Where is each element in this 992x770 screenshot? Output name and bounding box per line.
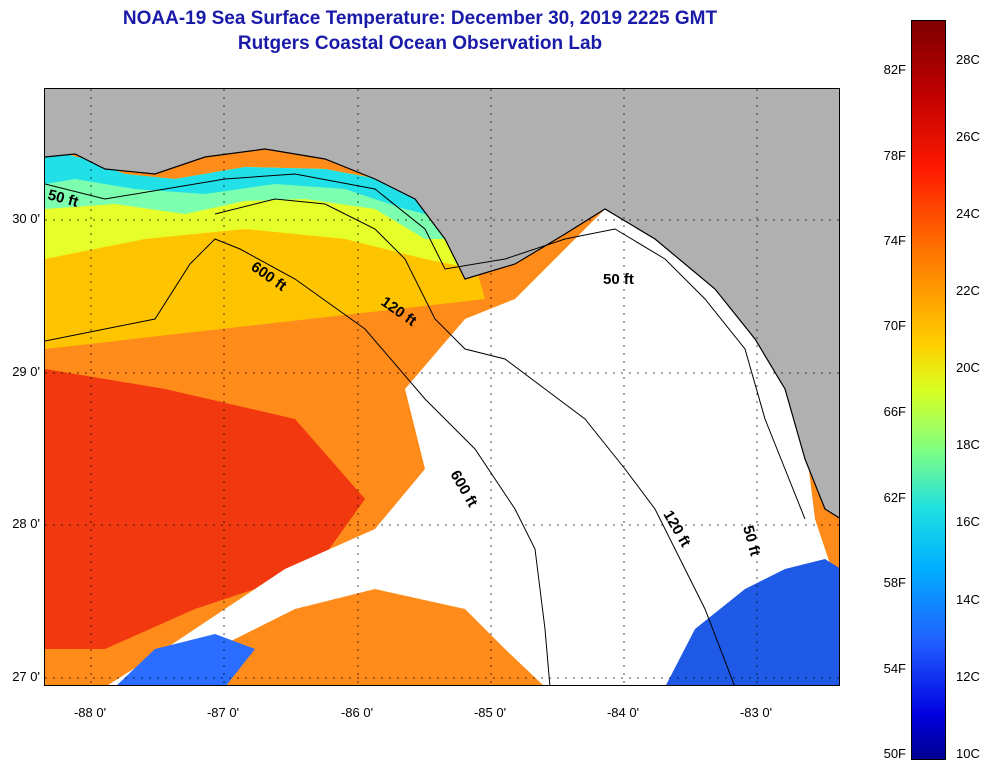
- isobath-120ft: [214, 198, 735, 685]
- colorbar-celsius-label: 26C: [956, 129, 980, 144]
- land-area: [45, 89, 839, 518]
- colorbar-celsius-label: 20C: [956, 360, 980, 375]
- coldest-shelf-water: [45, 149, 445, 219]
- coastline: [45, 148, 839, 519]
- longitude-label: -84 0': [606, 705, 640, 720]
- longitude-label: -86 0': [340, 705, 374, 720]
- longitude-label: -88 0': [73, 705, 107, 720]
- longitude-label: -87 0': [206, 705, 240, 720]
- isobath-label: 50 ft: [603, 271, 634, 288]
- colorbar-fahrenheit-label: 74F: [883, 233, 906, 248]
- sea-surface-temperature-map: 50 ft 600 ft 120 ft 50 ft 600 ft 120 ft …: [44, 88, 840, 686]
- colorbar-celsius-label: 14C: [956, 592, 980, 607]
- colorbar-celsius-label: 22C: [956, 283, 980, 298]
- cold-water-patch-west: [117, 634, 255, 685]
- cooler-shelf-water: [45, 149, 455, 239]
- colorbar-fahrenheit-label: 62F: [883, 490, 906, 505]
- colorbar-fahrenheit-label: 70F: [883, 318, 906, 333]
- cloud-cover: [108, 199, 839, 685]
- isobath-50ft: [45, 173, 806, 520]
- cold-water-patch: [666, 559, 839, 685]
- colorbar-fahrenheit-label: 82F: [883, 62, 906, 77]
- colorbar-celsius-label: 10C: [956, 746, 980, 761]
- colorbar-celsius-label: 18C: [956, 437, 980, 452]
- colorbar-celsius-label: 28C: [956, 52, 980, 67]
- colorbar-fahrenheit-label: 58F: [883, 575, 906, 590]
- temperature-colorbar: [911, 20, 946, 760]
- longitude-label: -83 0': [739, 705, 773, 720]
- latitude-label: 28 0': [12, 516, 40, 531]
- colorbar-celsius-label: 16C: [956, 514, 980, 529]
- isobath-600ft: [45, 238, 551, 685]
- colorbar-celsius-label: 12C: [956, 669, 980, 684]
- colorbar-fahrenheit-label: 78F: [883, 148, 906, 163]
- latitude-label: 27 0': [12, 669, 40, 684]
- latitude-label: 29 0': [12, 364, 40, 379]
- colorbar-celsius-label: 24C: [956, 206, 980, 221]
- longitude-label: -85 0': [473, 705, 507, 720]
- colorbar-fahrenheit-label: 66F: [883, 404, 906, 419]
- colorbar-fahrenheit-label: 54F: [883, 661, 906, 676]
- map-title: NOAA-19 Sea Surface Temperature: Decembe…: [122, 8, 718, 29]
- latitude-label: 30 0': [12, 211, 40, 226]
- map-subtitle: Rutgers Coastal Ocean Observation Lab: [237, 33, 603, 54]
- map-canvas: 50 ft 600 ft 120 ft 50 ft 600 ft 120 ft …: [45, 89, 839, 685]
- colorbar-fahrenheit-label: 50F: [883, 746, 906, 761]
